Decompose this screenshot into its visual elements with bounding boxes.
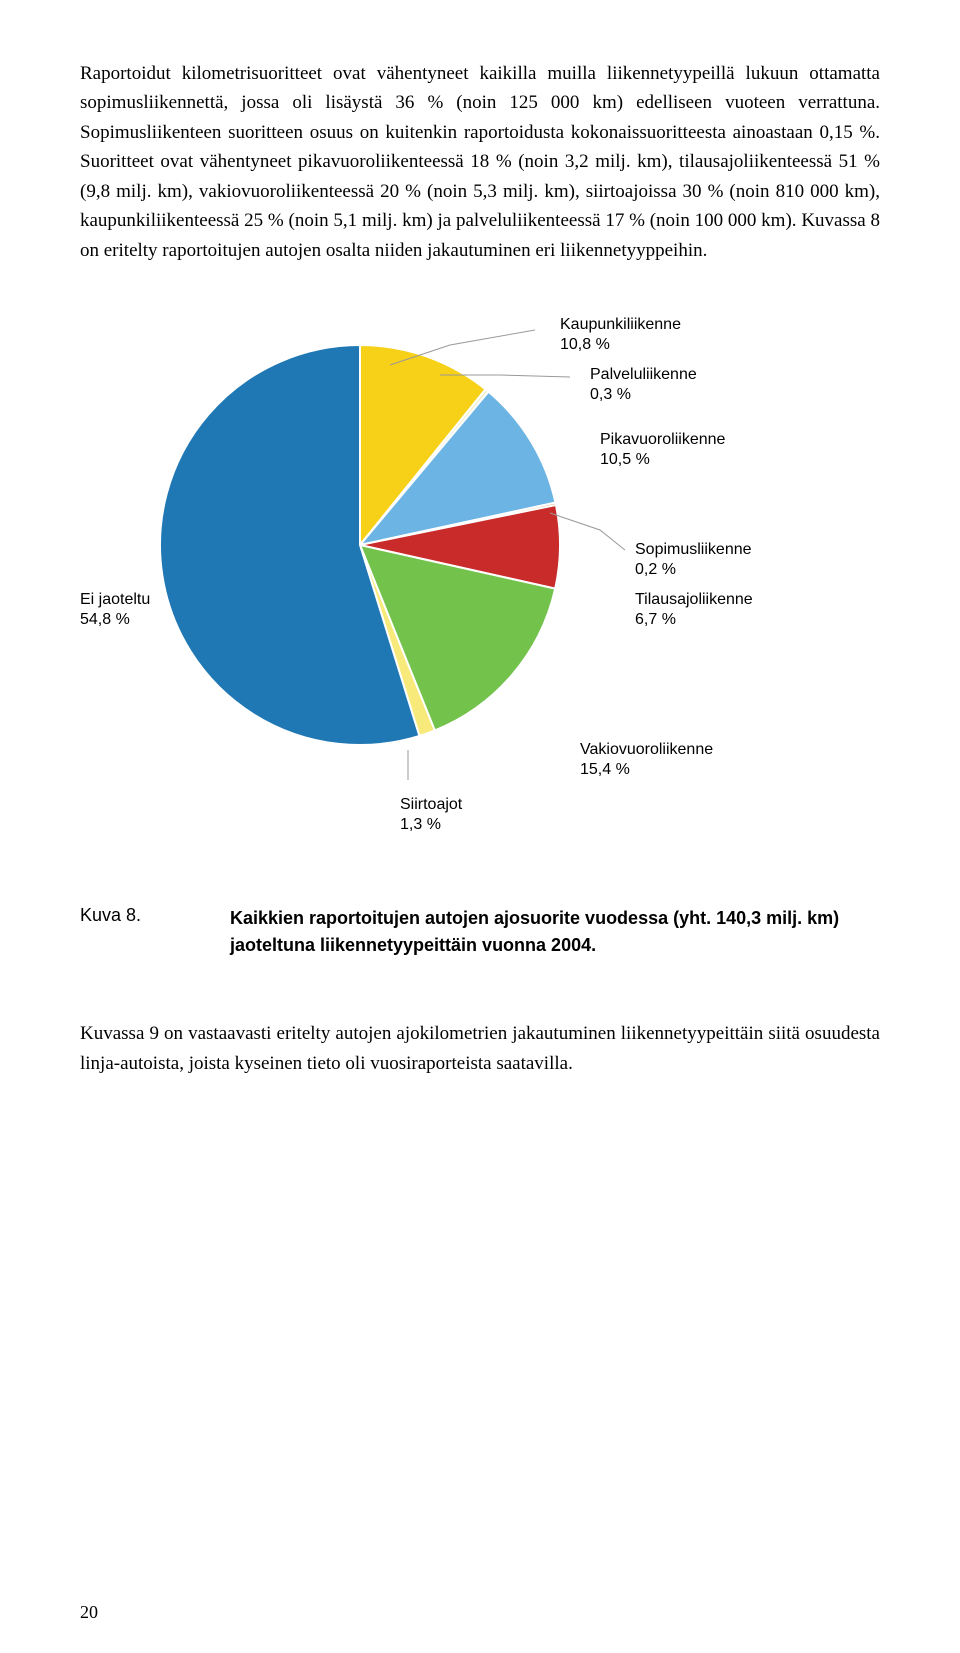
pie-label-siirtoajot: Siirtoajot 1,3 % <box>400 795 462 835</box>
pie-label-text: Pikavuoroliikenne <box>600 431 725 448</box>
paragraph-2: Kuvassa 9 on vastaavasti eritelty autoje… <box>80 1019 880 1078</box>
pie-label-text: Vakiovuoroliikenne <box>580 741 713 758</box>
paragraph-1: Raportoidut kilometrisuoritteet ovat väh… <box>80 59 880 265</box>
pie-label-pct: 10,8 % <box>560 335 681 355</box>
pie-label-text: Siirtoajot <box>400 796 462 813</box>
pie-label-vakiovuoroliikenne: Vakiovuoroliikenne 15,4 % <box>580 740 713 780</box>
pie-label-sopimusliikenne: Sopimusliikenne 0,2 % <box>635 540 752 580</box>
pie-label-pct: 1,3 % <box>400 815 462 835</box>
pie-chart-container: Kaupunkiliikenne 10,8 % Palveluliikenne 0,3… <box>80 305 880 865</box>
page-number: 20 <box>80 1602 98 1623</box>
pie-label-text: Kaupunkiliikenne <box>560 316 681 333</box>
pie-label-pct: 15,4 % <box>580 760 713 780</box>
pie-label-ei jaoteltu: Ei jaoteltu 54,8 % <box>80 590 150 630</box>
caption-line2: jaoteltuna liikennetyypeittäin vuonna 20… <box>230 935 596 955</box>
pie-label-text: Tilausajoliikenne <box>635 591 753 608</box>
pie-label-pct: 10,5 % <box>600 450 725 470</box>
pie-label-pct: 6,7 % <box>635 610 753 630</box>
caption-key: Kuva 8. <box>80 905 230 959</box>
pie-label-palveluliikenne: Palveluliikenne 0,3 % <box>590 365 697 405</box>
caption-text: Kaikkien raportoitujen autojen ajosuorit… <box>230 905 839 959</box>
pie-label-text: Sopimusliikenne <box>635 541 752 558</box>
pie-chart <box>160 345 560 745</box>
leader-line <box>550 513 625 550</box>
caption-line1: Kaikkien raportoitujen autojen ajosuorit… <box>230 908 839 928</box>
pie-label-pct: 0,3 % <box>590 385 697 405</box>
pie-label-tilausajoliikenne: Tilausajoliikenne 6,7 % <box>635 590 753 630</box>
pie-label-text: Palveluliikenne <box>590 366 697 383</box>
figure-caption: Kuva 8. Kaikkien raportoitujen autojen a… <box>80 905 880 959</box>
pie-label-pct: 0,2 % <box>635 560 752 580</box>
pie-label-kaupunkiliikenne: Kaupunkiliikenne 10,8 % <box>560 315 681 355</box>
pie-label-pikavuoroliikenne: Pikavuoroliikenne 10,5 % <box>600 430 725 470</box>
pie-label-pct: 54,8 % <box>80 610 150 630</box>
pie-label-text: Ei jaoteltu <box>80 591 150 608</box>
